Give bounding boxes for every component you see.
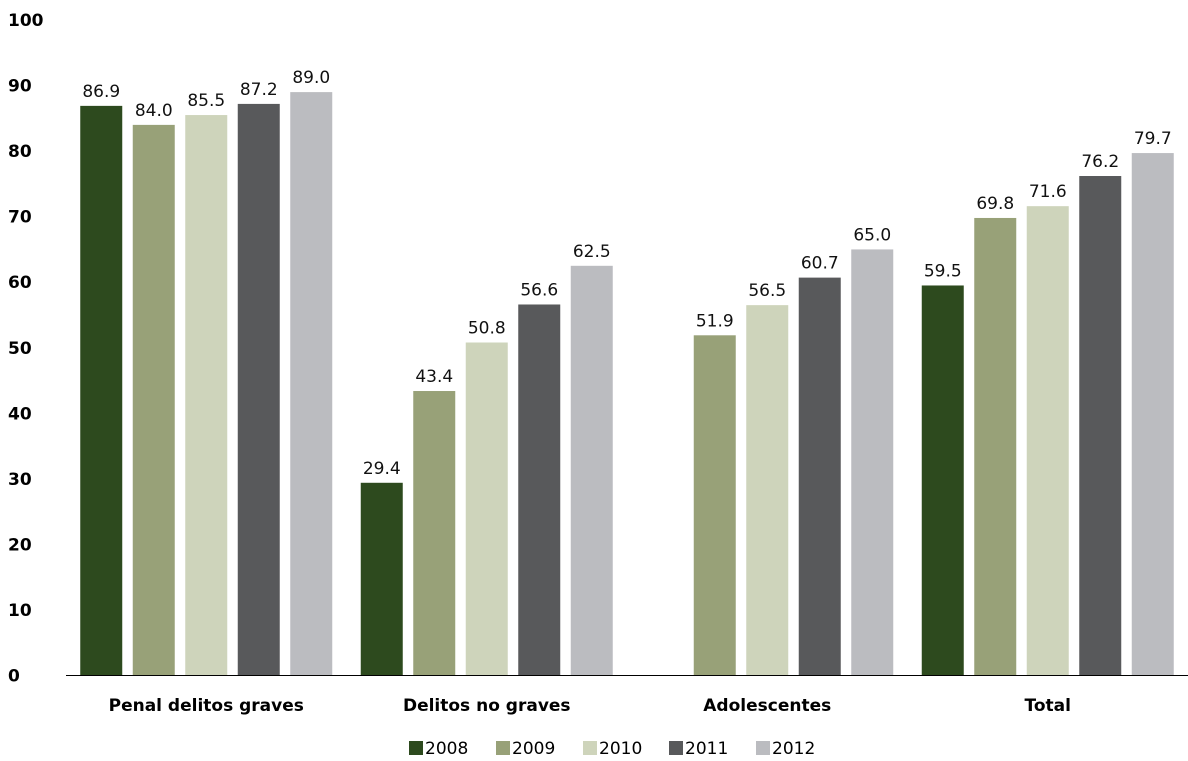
bar-2010: [746, 305, 788, 675]
data-label: 84.0: [135, 101, 173, 121]
data-label: 51.9: [696, 311, 734, 331]
bar-2010: [466, 343, 508, 676]
bar-2011: [518, 304, 560, 675]
data-label: 56.5: [748, 281, 786, 301]
x-category-label: Delitos no graves: [403, 696, 571, 716]
legend-swatch-2011: [669, 741, 683, 755]
legend-swatch-2009: [496, 741, 510, 755]
bar-2012: [1132, 153, 1174, 675]
data-label: 29.4: [363, 459, 401, 479]
legend-label: 2009: [512, 739, 555, 759]
bar-2011: [1079, 176, 1121, 675]
data-label: 65.0: [853, 225, 891, 245]
x-category-label: Total: [1025, 696, 1071, 716]
bar-2009: [974, 218, 1016, 676]
data-label: 87.2: [240, 80, 278, 100]
data-label: 76.2: [1081, 152, 1119, 172]
bar-2010: [185, 115, 227, 675]
bar-2008: [922, 285, 964, 675]
bar-2009: [413, 391, 455, 675]
data-label: 71.6: [1029, 182, 1067, 202]
bar-2010: [1027, 206, 1069, 675]
data-label: 50.8: [468, 319, 506, 339]
bar-2012: [851, 249, 893, 675]
legend-label: 2010: [599, 739, 642, 759]
bar-2008: [80, 106, 122, 676]
legend-label: 2008: [425, 739, 468, 759]
bar-2011: [238, 104, 280, 676]
y-tick-label: 50: [8, 339, 32, 359]
legend: 2008 2009 2010 2011 2012: [409, 739, 815, 759]
data-label: 69.8: [976, 194, 1014, 214]
data-label: 56.6: [520, 280, 558, 300]
y-tick-label: 0: [8, 667, 20, 687]
data-label: 86.9: [82, 82, 120, 102]
bar-2012: [571, 266, 613, 676]
x-category-label: Adolescentes: [703, 696, 831, 716]
data-label: 85.5: [187, 91, 225, 111]
data-label: 60.7: [801, 254, 839, 274]
legend-swatch-2012: [756, 741, 770, 755]
x-category-label: Penal delitos graves: [109, 696, 304, 716]
legend-label: 2011: [685, 739, 728, 759]
data-label: 79.7: [1134, 129, 1172, 149]
bar-2009: [133, 125, 175, 676]
y-tick-label: 40: [8, 404, 32, 424]
y-axis: 0 10 20 30 40 50 60 70 80 90 100: [8, 11, 44, 687]
y-tick-label: 20: [8, 535, 32, 555]
bars-layer: [80, 92, 1174, 675]
y-tick-label: 100: [8, 11, 44, 31]
data-label: 89.0: [292, 68, 330, 88]
y-tick-label: 90: [8, 77, 32, 97]
bar-2008: [361, 483, 403, 676]
bar-2011: [799, 278, 841, 676]
y-tick-label: 60: [8, 273, 32, 293]
legend-label: 2012: [772, 739, 815, 759]
y-tick-label: 70: [8, 208, 32, 228]
y-tick-label: 10: [8, 601, 32, 621]
y-tick-label: 80: [8, 142, 32, 162]
data-label: 62.5: [573, 242, 611, 262]
legend-swatch-2010: [583, 741, 597, 755]
x-axis: Penal delitos graves Delitos no graves Ado…: [109, 696, 1071, 716]
data-label: 59.5: [924, 261, 962, 281]
data-label: 43.4: [415, 367, 453, 387]
legend-swatch-2008: [409, 741, 423, 755]
bar-2012: [290, 92, 332, 675]
bar-2009: [694, 335, 736, 675]
y-tick-label: 30: [8, 470, 32, 490]
